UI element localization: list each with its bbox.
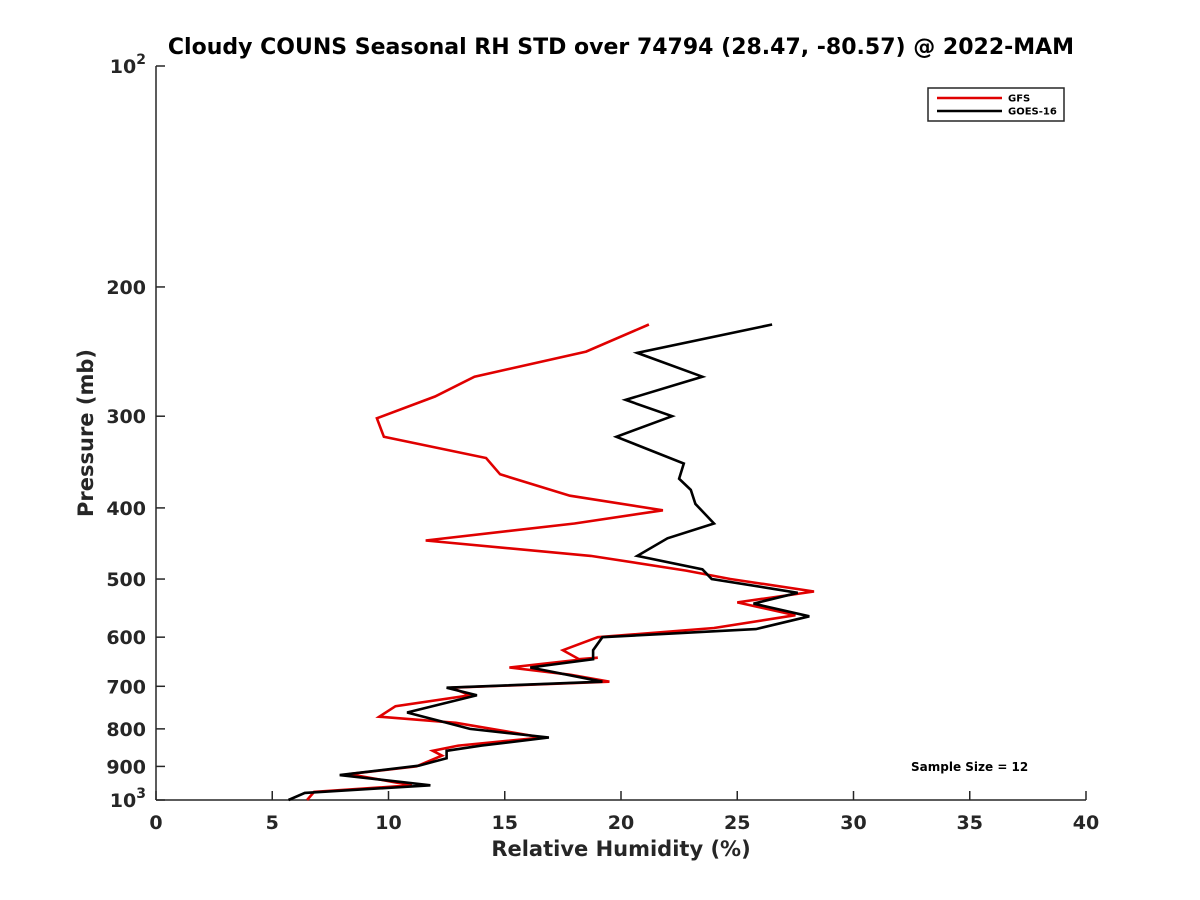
legend-box [927,87,1065,122]
y-tick-label: 600 [106,627,146,649]
x-tick-label: 10 [375,812,401,834]
x-tick-label: 35 [957,812,983,834]
legend-label-gfs: GFS [1008,94,1030,105]
x-tick-label: 0 [149,812,162,834]
y-axis-label: Pressure (mb) [74,349,98,517]
x-tick-label: 5 [266,812,279,834]
x-tick-label: 40 [1073,812,1099,834]
y-tick-label: 400 [106,498,146,520]
x-tick-label: 25 [724,812,750,834]
series-line-gfs [306,323,815,801]
x-tick-label: 20 [608,812,634,834]
series-lines [287,323,815,802]
y-tick-label: 200 [106,277,146,299]
legend: GFS GOES-16 [927,87,1065,122]
y-tick-label: 102 [110,52,146,78]
x-ticks: 0 5 10 15 20 25 30 35 40 [149,791,1099,834]
y-tick-label: 900 [106,756,146,778]
x-tick-label: 30 [840,812,866,834]
y-tick-label: 700 [106,676,146,698]
series-line-goes16 [287,323,810,802]
x-tick-label: 15 [492,812,518,834]
y-tick-label: 300 [106,406,146,428]
chart-title: Cloudy COUNS Seasonal RH STD over 74794 … [168,35,1074,60]
y-tick-label: 500 [106,569,146,591]
y-tick-label: 103 [110,786,146,812]
x-axis-label: Relative Humidity (%) [491,837,750,861]
legend-label-goes16: GOES-16 [1008,107,1057,118]
y-ticks: 102 200 300 400 500 600 700 800 900 103 [106,52,165,812]
sample-size-annotation: Sample Size = 12 [911,760,1028,774]
y-tick-label: 800 [106,719,146,741]
